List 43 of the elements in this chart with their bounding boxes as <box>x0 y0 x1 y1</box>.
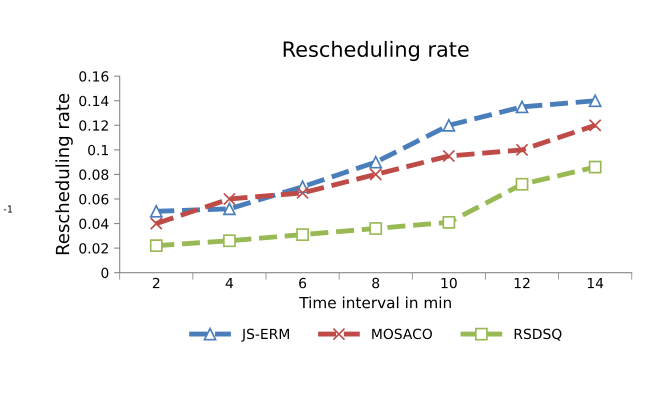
x-tick-label: 10 <box>442 278 457 288</box>
point <box>223 192 236 206</box>
y-tick-label: 0.1 <box>88 144 108 156</box>
point <box>516 178 528 191</box>
y-tick-label: 0 <box>101 268 108 278</box>
x-tick-label: 2 <box>152 278 160 288</box>
y-tick-label: 0.04 <box>79 218 109 230</box>
point <box>516 143 528 156</box>
point <box>442 150 456 162</box>
y-tick-label: 0.12 <box>79 120 108 131</box>
y-tick-label: 0.16 <box>79 71 108 82</box>
x-tick-label: 6 <box>299 278 306 288</box>
y-tick-label: 0.14 <box>79 96 109 106</box>
y-tick-label: 0.06 <box>79 194 108 204</box>
point <box>296 186 309 200</box>
point <box>150 239 163 252</box>
text: -1 <box>4 205 12 213</box>
y-tick-label: 0.02 <box>79 243 108 254</box>
x-tick-label: 8 <box>372 278 380 288</box>
point <box>296 228 309 241</box>
point <box>150 217 163 230</box>
point <box>150 204 163 218</box>
point <box>588 160 602 174</box>
point <box>223 202 236 216</box>
x-tick-label: 14 <box>588 278 604 288</box>
point <box>442 216 456 229</box>
legend-label: MOSACO <box>372 328 432 340</box>
y-tick-label: 0.08 <box>79 169 108 180</box>
point <box>588 118 602 132</box>
x-axis-title: Time interval in min <box>299 296 451 308</box>
point <box>588 94 602 108</box>
point <box>369 156 382 169</box>
y-axis-title: Rescheduling rate <box>55 94 73 254</box>
point <box>223 234 236 248</box>
point <box>369 222 382 235</box>
x-tick-label: 12 <box>514 278 530 288</box>
point <box>369 168 382 181</box>
legend-label: JS-ERM <box>241 328 289 342</box>
legend-label: RSDSQ <box>514 328 562 341</box>
point <box>442 118 456 132</box>
chart-title: Rescheduling rate <box>284 40 469 62</box>
x-tick-label: 4 <box>226 278 234 288</box>
point <box>516 100 528 114</box>
